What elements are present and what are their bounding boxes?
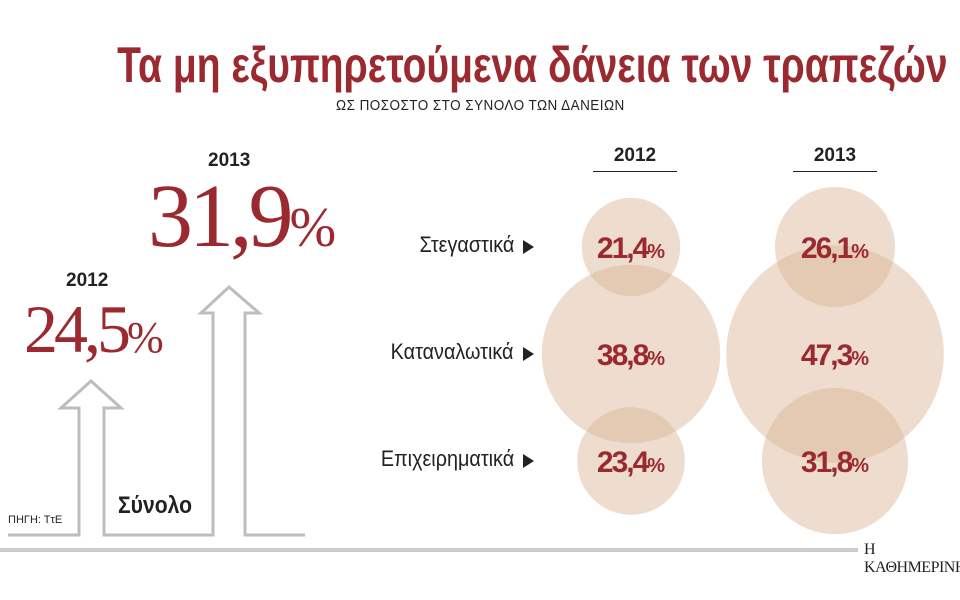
row-label-0: Στεγαστικά — [254, 232, 514, 258]
publisher-logo: Η ΚΑΘΗΜΕΡΙΝΗ — [864, 541, 960, 576]
unit: % — [127, 313, 164, 362]
row-label-text: Επιχειρηματικά — [380, 446, 514, 471]
total-arrows-outline — [8, 284, 305, 537]
total-2012-year: 2012 — [66, 270, 109, 291]
bubble-2012-1 — [541, 264, 721, 444]
subtitle-text: ΩΣ ΠΟΣΟΣΤΟ ΣΤΟ ΣΥΝΟΛΟ ΤΩΝ ΔΑΝΕΙΩΝ — [335, 97, 625, 114]
total-2013-year: 2013 — [208, 150, 251, 171]
bubble-2012-2 — [577, 407, 685, 515]
triangle-pointer-icon — [523, 240, 534, 254]
row-label-text: Καταναλωτικά — [391, 339, 514, 364]
value: 24,5 — [24, 291, 131, 367]
column-header-2013: 2013 — [793, 145, 877, 172]
data-label-2013-0: 26,1% — [801, 232, 869, 265]
row-label-1: Καταναλωτικά — [254, 339, 514, 365]
bubble-2013-0 — [774, 186, 896, 308]
unit: % — [289, 197, 337, 259]
column-header-2012: 2012 — [593, 145, 677, 172]
triangle-pointer-icon — [523, 454, 534, 468]
total-2012-value: 24,5% — [24, 290, 164, 369]
total-label: Σύνολο — [118, 492, 193, 519]
title-text: Τα μη εξυπηρετούμενα δάνεια των τραπεζών — [117, 37, 948, 93]
row-label-2: Επιχειρηματικά — [254, 446, 514, 472]
bubble-2012-0 — [581, 197, 681, 297]
triangle-pointer-icon — [523, 347, 534, 361]
chart-subtitle: ΩΣ ΠΟΣΟΣΤΟ ΣΤΟ ΣΥΝΟΛΟ ΤΩΝ ΔΑΝΕΙΩΝ — [0, 97, 960, 114]
value: 31,9 — [148, 167, 293, 266]
chart-title: Τα μη εξυπηρετούμενα δάνεια των τραπεζών — [0, 36, 960, 94]
source-note: ΠΗΓΗ: ΤτΕ — [8, 514, 63, 526]
bubble-2013-2 — [761, 387, 909, 535]
row-label-text: Στεγαστικά — [419, 232, 514, 257]
total-2013-value: 31,9% — [148, 172, 336, 262]
data-label-2012-1: 38,8% — [597, 339, 665, 372]
bubble-2013-1 — [726, 245, 944, 463]
